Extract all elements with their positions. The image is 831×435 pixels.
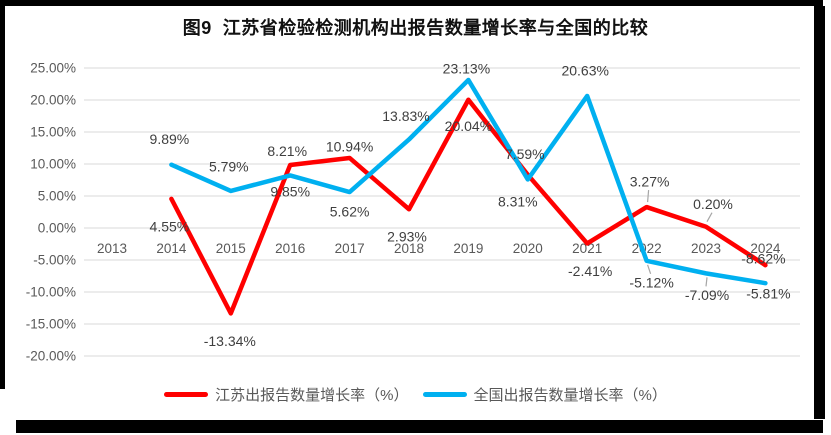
data-label: 3.27% (630, 174, 670, 190)
data-label: 8.31% (498, 193, 538, 209)
legend-label-national: 全国出报告数量增长率（%） (473, 386, 667, 404)
label-leader-line (705, 277, 708, 287)
frame-border-left (0, 0, 5, 389)
data-label: 13.83% (382, 108, 429, 124)
x-axis-labels: 2013 2014 2015 2016 2017 2018 2019 2020 2021 2022… (97, 241, 781, 256)
x-tick-label: 2013 (97, 241, 127, 256)
data-label: 10.94% (326, 138, 373, 154)
data-label: -5.12% (629, 274, 673, 290)
series-line-jiangsu (169, 97, 768, 316)
data-label: 7.59% (505, 146, 545, 162)
data-label: 8.21% (267, 143, 307, 159)
x-tick-label: 2024 (750, 241, 781, 256)
data-label: 5.79% (209, 158, 249, 174)
data-label: -8.62% (741, 251, 785, 267)
y-tick-label: 25.00% (30, 61, 76, 76)
y-tick-label: -5.00% (33, 253, 76, 268)
data-label: -2.41% (568, 263, 612, 279)
chart-legend: 江苏出报告数量增长率（%） 全国出报告数量增长率（%） (0, 383, 831, 405)
jiangsu-line-swatch-icon (164, 391, 209, 397)
x-tick-label: 2022 (632, 241, 662, 256)
y-tick-label: 15.00% (30, 125, 76, 140)
data-label: 20.63% (561, 62, 608, 78)
legend-item-jiangsu: 江苏出报告数量增长率（%） (164, 384, 409, 405)
y-tick-label: -20.00% (26, 349, 76, 364)
x-tick-label: 2014 (156, 241, 187, 256)
data-label: 4.55% (150, 218, 190, 234)
y-tick-label: -15.00% (26, 317, 76, 332)
y-tick-label: 0.00% (38, 221, 76, 236)
series-lines (169, 77, 768, 316)
data-label: 0.20% (693, 196, 733, 212)
x-tick-label: 2023 (691, 241, 721, 256)
y-tick-label: 20.00% (30, 93, 76, 108)
data-label: 20.04% (445, 118, 492, 134)
x-tick-label: 2016 (275, 241, 305, 256)
y-tick-label: 10.00% (30, 157, 76, 172)
legend-item-national: 全国出报告数量增长率（%） (422, 384, 667, 405)
label-leader-line (647, 264, 652, 274)
leader-lines (647, 190, 713, 287)
data-label: 5.62% (330, 204, 370, 220)
x-tick-label: 2017 (335, 241, 365, 256)
national-line-swatch-icon (422, 391, 467, 397)
data-label: 2.93% (387, 229, 427, 245)
label-leader-line (647, 190, 650, 203)
x-tick-label: 2018 (394, 241, 424, 256)
x-tick-label: 2015 (216, 241, 246, 256)
x-tick-label: 2019 (453, 241, 483, 256)
y-axis-labels: 25.00% 20.00% 15.00% 10.00% 5.00% 0.00% -5.00%… (26, 61, 76, 364)
frame-border-bottom (16, 420, 823, 433)
frame-border-top (0, 0, 823, 6)
data-labels: 4.55% -13.34% 9.85% 10.94% 2.93% 20.04% 8.31% -… (150, 60, 791, 348)
data-label: 23.13% (443, 60, 490, 76)
series-line-national (169, 77, 768, 286)
legend-label-jiangsu: 江苏出报告数量增长率（%） (215, 386, 409, 404)
x-tick-label: 2021 (572, 241, 602, 256)
y-tick-label: -10.00% (26, 285, 76, 300)
data-label: -13.34% (204, 333, 256, 349)
data-label: -5.81% (746, 286, 790, 302)
frame-border-right (814, 6, 825, 419)
x-tick-label: 2020 (513, 241, 543, 256)
data-label: 9.85% (270, 183, 310, 199)
gridlines (84, 67, 800, 357)
y-tick-label: 5.00% (38, 189, 76, 204)
label-leader-line (706, 212, 713, 223)
data-label: -7.09% (685, 287, 729, 303)
data-label: 9.89% (150, 131, 190, 147)
chart-title: 图9 江苏省检验检测机构出报告数量增长率与全国的比较 (182, 18, 649, 38)
